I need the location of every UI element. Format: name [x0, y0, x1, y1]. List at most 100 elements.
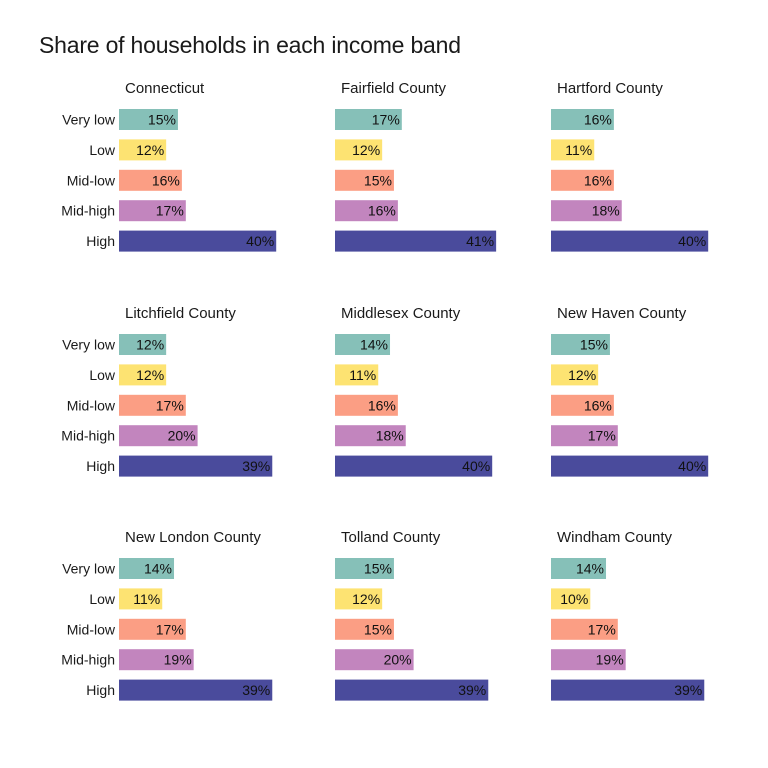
facet-title: Litchfield County — [125, 305, 236, 322]
value-label: 17% — [156, 203, 184, 219]
value-label: 16% — [152, 172, 180, 188]
value-label: 40% — [678, 458, 706, 474]
value-label: 17% — [372, 112, 400, 128]
category-label: Mid-low — [67, 621, 116, 637]
bar-mid-high — [335, 200, 398, 222]
value-label: 19% — [596, 652, 624, 668]
bar-low — [335, 139, 383, 161]
facet-panel: Windham County 14% 10%17% 19% 39% — [551, 529, 705, 701]
facet-panel: Middlesex County 14% 11% 16% 18% 40% — [335, 305, 493, 477]
value-label: 12% — [352, 591, 380, 607]
value-label: 10% — [560, 591, 588, 607]
category-label: Very low — [62, 561, 116, 577]
bar-mid-high — [335, 649, 414, 671]
category-label: Mid-high — [61, 428, 115, 444]
value-label: 18% — [376, 428, 404, 444]
bar-mid-low — [551, 169, 614, 191]
facet-panel: Connecticut 15% Very low 12% Low 16% Mid-low 17… — [61, 80, 277, 252]
facet-title: Windham County — [557, 529, 673, 546]
bar-high — [119, 455, 273, 477]
category-label: High — [86, 682, 115, 698]
value-label: 39% — [674, 682, 702, 698]
value-label: 39% — [458, 682, 486, 698]
facet-panel: New London County 14% Very low 11% Low 17% Mid… — [61, 529, 273, 701]
category-label: Mid-low — [67, 172, 116, 188]
bar-high — [551, 230, 709, 252]
facet-title: New London County — [125, 529, 261, 546]
value-label: 16% — [584, 112, 612, 128]
value-label: 16% — [368, 397, 396, 413]
facet-title: Connecticut — [125, 80, 205, 97]
bar-mid-low — [119, 394, 186, 416]
value-label: 15% — [364, 621, 392, 637]
bar-mid-low — [551, 618, 618, 640]
facet-panel: New Haven County 15% 12% 16% 17% 40% — [551, 305, 709, 477]
value-label: 12% — [136, 142, 164, 158]
category-label: Very low — [62, 112, 116, 128]
category-label: Mid-high — [61, 203, 115, 219]
value-label: 41% — [466, 233, 494, 249]
bar-low — [551, 588, 591, 610]
bar-low — [119, 139, 167, 161]
facet-title: Middlesex County — [341, 305, 461, 322]
value-label: 16% — [368, 203, 396, 219]
value-label: 17% — [588, 428, 616, 444]
value-label: 40% — [678, 233, 706, 249]
bar-mid-low — [335, 618, 394, 640]
bar-low — [335, 588, 383, 610]
bar-high — [551, 679, 705, 701]
category-label: Mid-high — [61, 652, 115, 668]
facet-panel: Hartford County 16% 11% 16% 18% 40% — [551, 80, 709, 252]
value-label: 40% — [462, 458, 490, 474]
facet-panel: Litchfield County 12% Very low 12% Low 17% Mid… — [61, 305, 273, 477]
bar-mid-high — [551, 200, 622, 222]
facet-title: Tolland County — [341, 529, 441, 546]
bar-very-low — [335, 109, 402, 130]
bar-low — [551, 139, 595, 161]
value-label: 15% — [364, 172, 392, 188]
category-label: Low — [89, 367, 116, 383]
value-label: 14% — [144, 561, 172, 577]
bar-mid-high — [119, 425, 198, 447]
category-label: Low — [89, 142, 116, 158]
value-label: 40% — [246, 233, 274, 249]
value-label: 39% — [242, 458, 270, 474]
bar-mid-high — [335, 425, 406, 447]
bar-mid-low — [335, 394, 398, 416]
value-label: 20% — [168, 428, 196, 444]
value-label: 12% — [352, 142, 380, 158]
bar-mid-high — [119, 200, 186, 222]
bar-high — [119, 679, 273, 701]
facet-panel: Tolland County 15% 12% 15% 20% 39% — [335, 529, 489, 701]
value-label: 12% — [568, 367, 596, 383]
bar-mid-low — [119, 169, 182, 191]
value-label: 14% — [360, 337, 388, 353]
bar-mid-low — [119, 618, 186, 640]
bar-mid-high — [119, 649, 194, 671]
facet-panel: Fairfield County 17% 12% 15% 16% 41% — [335, 80, 497, 252]
bar-mid-low — [551, 394, 614, 416]
bar-low — [551, 364, 599, 386]
value-label: 17% — [156, 397, 184, 413]
value-label: 20% — [384, 652, 412, 668]
bar-high — [335, 230, 497, 252]
value-label: 39% — [242, 682, 270, 698]
value-label: 15% — [148, 112, 176, 128]
bar-mid-low — [335, 169, 394, 191]
bar-mid-high — [551, 425, 618, 447]
value-label: 12% — [136, 367, 164, 383]
value-label: 12% — [136, 337, 164, 353]
bar-low — [335, 364, 379, 386]
category-label: Low — [89, 591, 116, 607]
bar-low — [119, 588, 163, 610]
facet-title: Hartford County — [557, 80, 663, 97]
category-label: Very low — [62, 337, 116, 353]
bar-high — [335, 455, 493, 477]
value-label: 11% — [565, 142, 592, 158]
bar-very-low — [335, 334, 391, 355]
value-label: 17% — [588, 621, 616, 637]
value-label: 19% — [164, 652, 192, 668]
bar-mid-high — [551, 649, 626, 671]
value-label: 14% — [576, 561, 604, 577]
